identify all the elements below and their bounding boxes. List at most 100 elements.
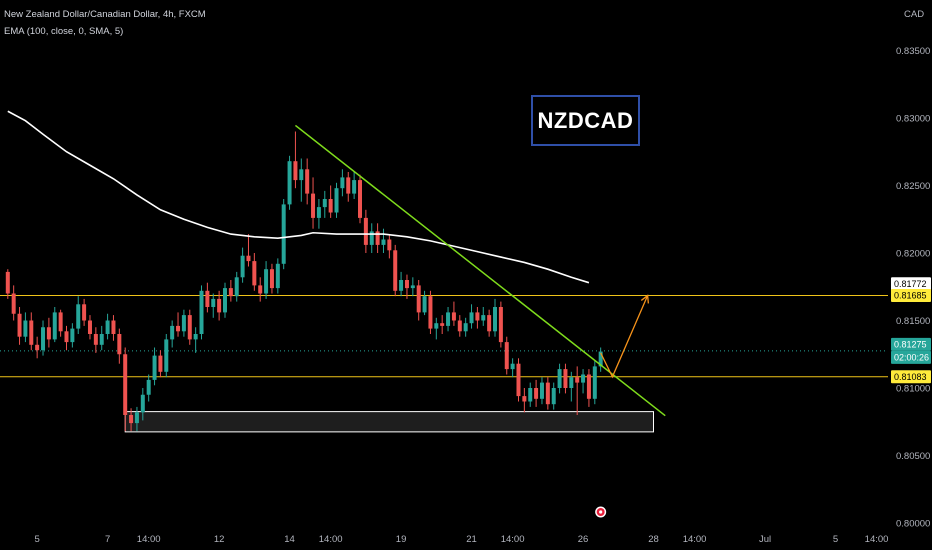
candle[interactable]	[82, 298, 87, 326]
candle[interactable]	[17, 307, 22, 345]
candle[interactable]	[252, 253, 257, 291]
candle[interactable]	[258, 277, 263, 302]
candle[interactable]	[222, 282, 227, 318]
candle[interactable]	[129, 408, 134, 432]
candle[interactable]	[35, 336, 40, 359]
candle[interactable]	[404, 274, 409, 299]
candle[interactable]	[46, 317, 51, 348]
candle[interactable]	[328, 185, 333, 218]
candle[interactable]	[563, 363, 568, 394]
candle[interactable]	[246, 234, 251, 267]
candle[interactable]	[23, 312, 28, 343]
candle[interactable]	[217, 290, 222, 321]
candle[interactable]	[569, 371, 574, 402]
candle[interactable]	[111, 315, 116, 341]
candle[interactable]	[446, 307, 451, 332]
candle[interactable]	[358, 174, 362, 224]
candle[interactable]	[99, 325, 104, 351]
candle[interactable]	[586, 369, 591, 407]
candle[interactable]	[105, 313, 110, 340]
candle[interactable]	[187, 309, 192, 345]
candle[interactable]	[463, 317, 468, 337]
candle[interactable]	[575, 366, 580, 415]
candle[interactable]	[134, 406, 139, 432]
candle[interactable]	[545, 377, 550, 410]
candle[interactable]	[399, 271, 404, 297]
candle[interactable]	[41, 320, 46, 356]
candle[interactable]	[493, 298, 498, 337]
ema-price-badge[interactable]	[891, 277, 931, 291]
candle[interactable]	[181, 309, 186, 337]
candle-timer-badge[interactable]	[891, 350, 931, 364]
candle[interactable]	[311, 177, 316, 229]
projection-arrow[interactable]	[600, 295, 649, 379]
level-price-badge[interactable]	[891, 289, 931, 303]
support-zone[interactable]	[124, 411, 654, 433]
candle[interactable]	[504, 336, 509, 375]
candle[interactable]	[87, 315, 92, 340]
candle[interactable]	[5, 269, 10, 299]
ema-line[interactable]	[7, 110, 590, 284]
candle[interactable]	[211, 293, 216, 318]
last-price-badge[interactable]	[891, 337, 931, 351]
candle[interactable]	[199, 285, 204, 340]
candle[interactable]	[434, 317, 439, 340]
candle[interactable]	[475, 307, 480, 329]
candle[interactable]	[534, 379, 539, 407]
level-price-badge[interactable]	[891, 370, 931, 384]
candle[interactable]	[299, 158, 304, 202]
candle[interactable]	[164, 334, 169, 378]
candle[interactable]	[451, 301, 456, 326]
candle[interactable]	[387, 234, 392, 259]
candle[interactable]	[123, 347, 128, 432]
candle[interactable]	[381, 228, 386, 253]
candle[interactable]	[76, 296, 81, 334]
candle[interactable]	[287, 155, 292, 210]
candle[interactable]	[334, 182, 339, 218]
candle[interactable]	[522, 388, 527, 413]
candle[interactable]	[340, 169, 345, 197]
candle[interactable]	[428, 290, 433, 334]
candle[interactable]	[93, 327, 98, 353]
candle[interactable]	[510, 358, 515, 378]
candle[interactable]	[64, 325, 69, 351]
candle[interactable]	[363, 209, 368, 253]
candle[interactable]	[305, 158, 310, 205]
candle[interactable]	[369, 223, 374, 253]
candle[interactable]	[281, 199, 286, 270]
candle[interactable]	[487, 309, 492, 337]
candle[interactable]	[205, 282, 210, 313]
candle[interactable]	[416, 280, 421, 321]
candle[interactable]	[70, 323, 75, 348]
candle[interactable]	[410, 277, 415, 297]
candle[interactable]	[228, 280, 233, 302]
candle[interactable]	[393, 244, 398, 297]
candle[interactable]	[557, 363, 562, 394]
candle[interactable]	[498, 301, 503, 348]
descending-trendline[interactable]	[294, 124, 666, 417]
candle[interactable]	[146, 374, 151, 402]
candle[interactable]	[516, 358, 521, 402]
candle[interactable]	[469, 304, 474, 329]
candle[interactable]	[551, 382, 556, 410]
candle[interactable]	[581, 369, 586, 394]
candle[interactable]	[422, 290, 427, 316]
candle[interactable]	[352, 172, 357, 199]
candle[interactable]	[481, 307, 486, 326]
candle[interactable]	[528, 382, 533, 407]
candle[interactable]	[457, 315, 462, 337]
candle[interactable]	[170, 320, 175, 348]
candle[interactable]	[592, 361, 597, 405]
candle[interactable]	[11, 285, 16, 321]
candle[interactable]	[158, 350, 163, 378]
ema-indicator-label[interactable]: EMA (100, close, 0, SMA, 5)	[4, 26, 124, 37]
candle[interactable]	[598, 347, 603, 372]
candle[interactable]	[269, 263, 274, 294]
candle[interactable]	[234, 271, 239, 302]
candle[interactable]	[117, 328, 122, 364]
candle[interactable]	[293, 131, 298, 189]
candle[interactable]	[58, 309, 63, 337]
candle[interactable]	[29, 312, 34, 351]
candle[interactable]	[140, 388, 145, 421]
